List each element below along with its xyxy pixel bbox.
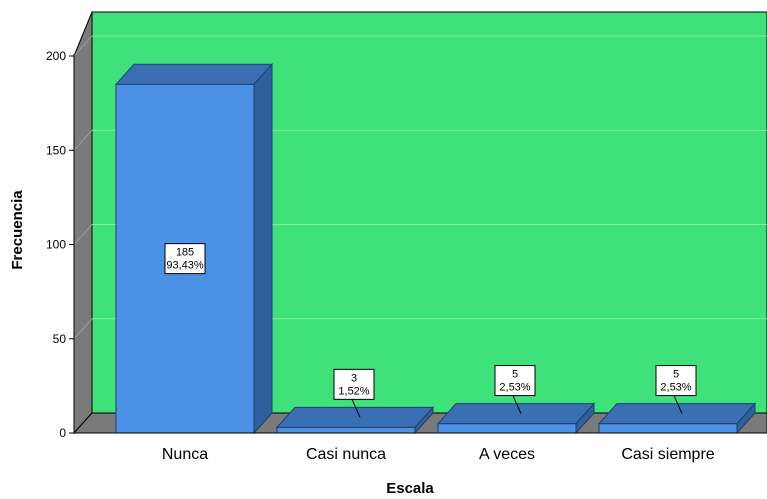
bar-top bbox=[597, 403, 757, 425]
y-axis-title: Frecuencia bbox=[9, 190, 26, 270]
data-label-percent: 2,53% bbox=[660, 382, 691, 394]
data-label-percent: 93,43% bbox=[166, 260, 204, 272]
x-tick-label: Nunca bbox=[162, 446, 208, 463]
y-axis: 0 50 100 150 200 bbox=[46, 49, 75, 440]
bar-top bbox=[436, 403, 596, 425]
bar-top bbox=[275, 406, 435, 428]
data-label-count: 3 bbox=[351, 372, 357, 384]
x-axis-title: Escala bbox=[386, 480, 434, 497]
y-tick-label: 50 bbox=[53, 332, 67, 346]
data-label-box bbox=[333, 368, 375, 400]
data-label-box bbox=[494, 365, 536, 397]
bar bbox=[598, 423, 738, 434]
bar bbox=[437, 423, 577, 434]
data-label-leader bbox=[512, 395, 522, 414]
data-label-percent: 2,53% bbox=[499, 382, 530, 394]
y-tick-label: 100 bbox=[46, 238, 66, 252]
x-tick-label: Casi nunca bbox=[306, 446, 386, 463]
gridline-side bbox=[73, 318, 93, 340]
data-label-leader bbox=[351, 399, 361, 418]
plot-side-wall bbox=[73, 11, 93, 435]
gridline-side bbox=[73, 129, 93, 151]
data-label-box bbox=[655, 365, 697, 397]
data-label-count: 5 bbox=[512, 369, 518, 381]
x-axis: Nunca Casi nunca A veces Casi siempre bbox=[74, 432, 748, 463]
gridline-side bbox=[73, 35, 93, 57]
gridline-side bbox=[73, 224, 93, 245]
data-label-leader bbox=[673, 395, 683, 414]
y-tick-label: 200 bbox=[46, 49, 66, 63]
x-tick-label: Casi siempre bbox=[621, 446, 714, 463]
y-tick-label: 0 bbox=[59, 426, 66, 440]
y-tick-label: 150 bbox=[46, 143, 66, 157]
data-label-box bbox=[164, 243, 206, 275]
bar-top bbox=[114, 63, 274, 85]
x-tick-label: A veces bbox=[479, 446, 535, 463]
data-label-count: 5 bbox=[673, 369, 679, 381]
bar bbox=[276, 426, 416, 434]
bar-side bbox=[253, 62, 273, 435]
data-label-percent: 1,52% bbox=[338, 385, 369, 397]
data-label-count: 185 bbox=[176, 247, 194, 259]
